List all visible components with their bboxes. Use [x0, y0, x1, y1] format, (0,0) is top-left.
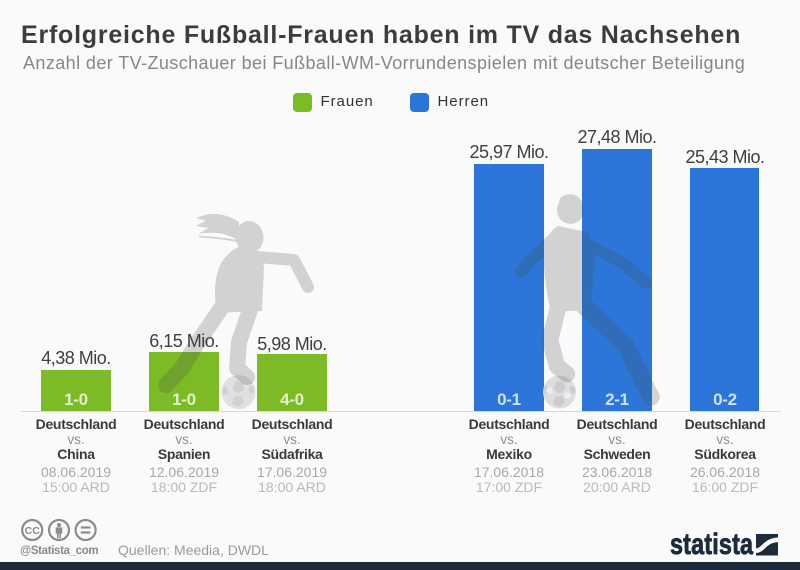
svg-text:CC: CC — [25, 525, 41, 537]
